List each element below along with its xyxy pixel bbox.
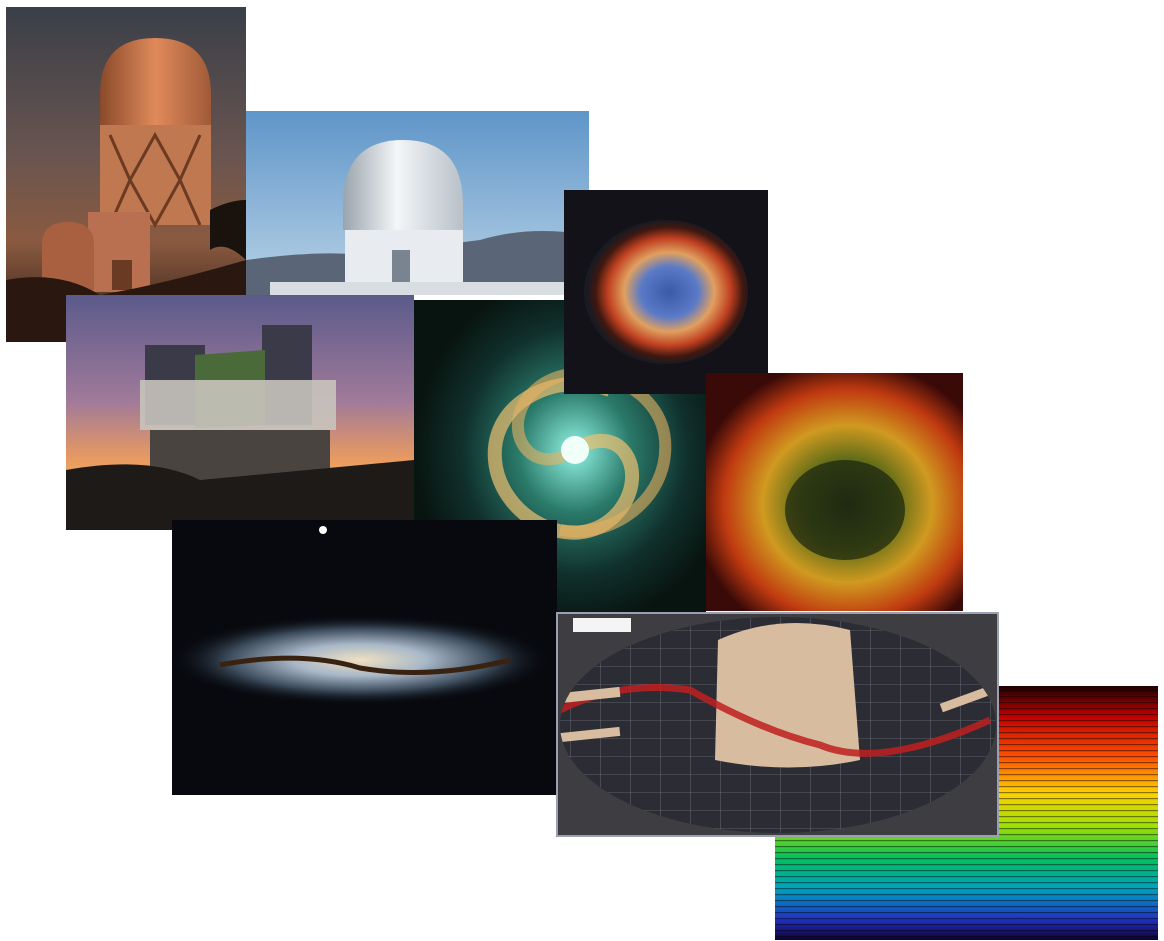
helix-nebula-photo <box>564 190 768 394</box>
white-dome-photo <box>246 111 589 295</box>
rosette-nebula-photo <box>706 373 963 611</box>
sky-map-photo <box>556 612 999 837</box>
telescope-dusk-photo <box>66 295 414 530</box>
edge-on-galaxy-photo <box>170 520 557 795</box>
dome-sunset-photo <box>6 7 246 342</box>
